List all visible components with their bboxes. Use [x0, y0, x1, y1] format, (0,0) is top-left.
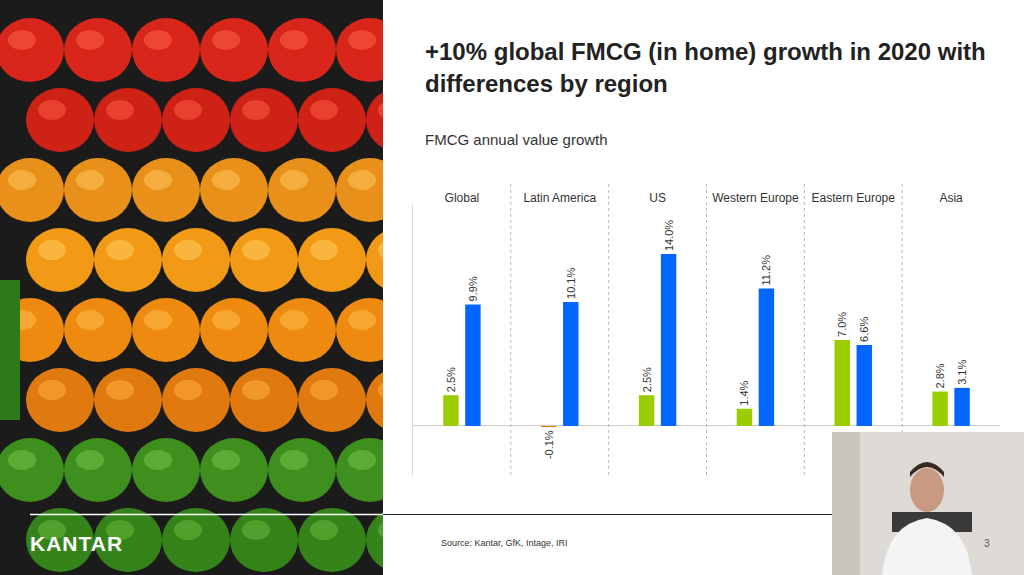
svg-text:6.6%: 6.6% [858, 317, 870, 342]
html-text:FMCG annual value growth: FMCG annual value growth [425, 131, 608, 148]
html-text:Source: Kantar, GfK, Intage, I: Source: Kantar, GfK, Intage, IRI [441, 538, 568, 548]
svg-text:Asia: Asia [939, 191, 963, 205]
svg-text:2.5%: 2.5% [445, 367, 457, 392]
svg-text:Eastern Europe: Eastern Europe [812, 191, 896, 205]
html-text:+10% global FMCG (in home) gro: +10% global FMCG (in home) growth in 202… [425, 38, 986, 97]
svg-text:Global: Global [445, 191, 480, 205]
svg-text:10.1%: 10.1% [565, 268, 577, 299]
svg-text:Latin America: Latin America [523, 191, 596, 205]
svg-text:9.9%: 9.9% [467, 276, 479, 301]
html-text:KANTAR: KANTAR [30, 532, 124, 555]
svg-text:14.0%: 14.0% [663, 220, 675, 251]
svg-text:-0.1%: -0.1% [543, 430, 555, 459]
svg-text:2.8%: 2.8% [934, 363, 946, 388]
svg-text:2.5%: 2.5% [641, 367, 653, 392]
svg-text:11.2%: 11.2% [760, 255, 772, 286]
svg-text:US: US [649, 191, 666, 205]
svg-text:3.1%: 3.1% [956, 360, 968, 385]
svg-text:1.4%: 1.4% [738, 380, 750, 405]
svg-text:Western Europe: Western Europe [712, 191, 799, 205]
svg-text:7.0%: 7.0% [836, 312, 848, 337]
html-text:3: 3 [984, 538, 990, 549]
